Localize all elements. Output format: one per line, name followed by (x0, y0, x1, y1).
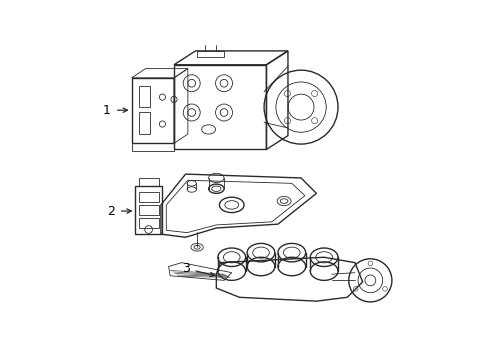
Text: 2: 2 (107, 204, 115, 217)
Text: 3: 3 (181, 261, 189, 275)
Text: 1: 1 (103, 104, 111, 117)
